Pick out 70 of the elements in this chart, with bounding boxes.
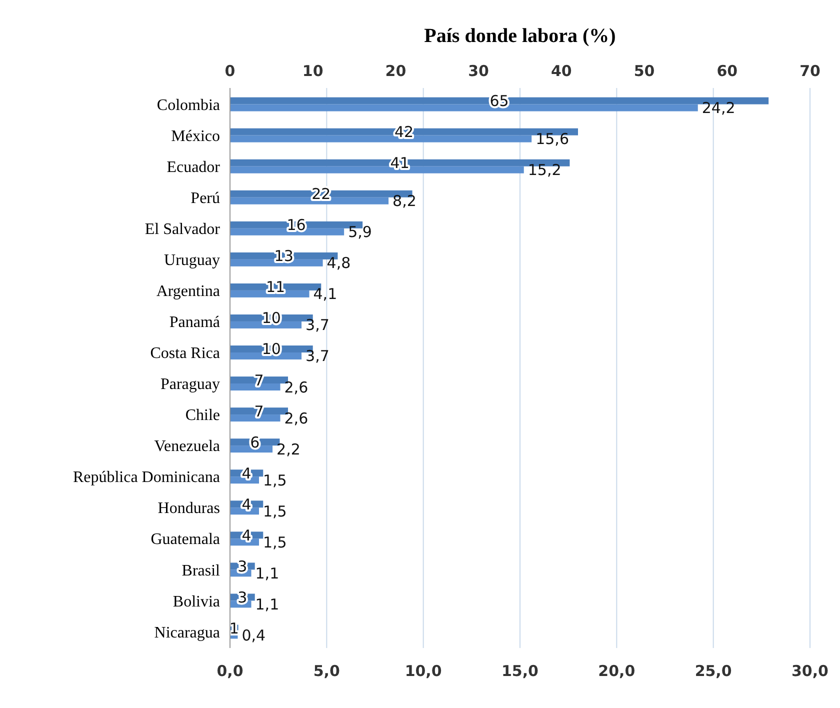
x2-tick-label: 20 [385,62,406,80]
data-label: 65 [490,92,509,110]
y-tick-label: Guatemala [150,531,220,548]
x2-tick-label: 40 [550,62,572,80]
data-label: 4,8 [326,254,351,272]
y-tick-label: El Salvador [144,220,221,238]
x2-tick-label: 70 [800,62,820,80]
y-tick-label: Venezuela [154,438,220,456]
data-label: 16 [286,216,306,234]
y-tick-label: Honduras [158,500,220,518]
x2-tick-label: 30 [468,62,490,80]
data-label: 4 [242,464,252,482]
data-label: 22 [312,185,331,204]
data-label: 1,1 [255,564,280,582]
data-label: 2,6 [284,409,308,428]
data-label: 41 [390,154,410,172]
x-tick-label: 20,0 [598,662,636,680]
data-label: 42 [394,123,414,142]
y-tick-label: Brasil [182,562,221,580]
x2-tick-label: 10 [302,62,324,80]
data-label: 10 [262,340,281,358]
data-label: 1,5 [263,471,287,490]
data-label: 8,2 [392,192,416,210]
y-tick-label: República Dominicana [72,469,220,486]
y-tick-label: Costa Rica [150,345,220,362]
data-label: 13 [274,247,294,266]
y-tick-label: Paraguay [160,376,220,394]
x-tick-label: 25,0 [694,662,732,680]
y-tick-label: Perú [190,190,220,207]
data-label: 24,2 [702,99,736,118]
data-label: 3,7 [306,316,330,334]
data-label: 10 [262,309,281,328]
data-label: 4,1 [313,285,338,304]
y-tick-label: Nicaragua [154,624,220,642]
y-tick-label: México [171,128,220,145]
data-label: 1,5 [263,533,287,552]
data-label: 15,2 [528,161,562,180]
x-tick-label: 5,0 [313,662,340,680]
data-label: 2,2 [276,440,300,458]
y-tick-label: Bolivia [172,593,220,610]
data-label: 3 [238,557,248,576]
y-tick-label: Ecuador [166,158,221,176]
data-label: 6 [250,433,260,452]
data-label: 7 [254,402,264,420]
data-label: 7 [254,371,264,390]
data-label: 5,9 [348,223,372,242]
x-tick-label: 30,0 [791,662,829,680]
x2-tick-label: 0 [224,62,236,80]
data-label: 3,7 [306,347,330,366]
data-label: 4 [242,495,252,514]
data-label: 3 [238,588,248,606]
y-tick-label: Argentina [156,283,220,300]
x2-tick-label: 60 [716,62,738,80]
x2-tick-label: 50 [634,62,655,80]
data-label: 2,6 [284,378,308,396]
data-label: 15,6 [536,130,570,148]
data-label: 11 [266,278,286,296]
data-label: 1 [229,619,239,638]
y-tick-label: Panamá [169,314,220,332]
data-label: 4 [242,526,252,544]
data-label: 1,5 [263,502,287,520]
x-tick-label: 10,0 [404,662,442,680]
y-tick-label: Colombia [156,96,220,114]
y-tick-label: Chile [185,407,220,424]
x-tick-label: 15,0 [501,662,539,680]
data-label: 1,1 [255,595,280,614]
x-tick-label: 0,0 [216,662,244,680]
y-tick-label: Uruguay [164,252,220,270]
chart-title: País donde labora (%) [424,25,616,47]
data-label: 0,4 [242,626,266,644]
